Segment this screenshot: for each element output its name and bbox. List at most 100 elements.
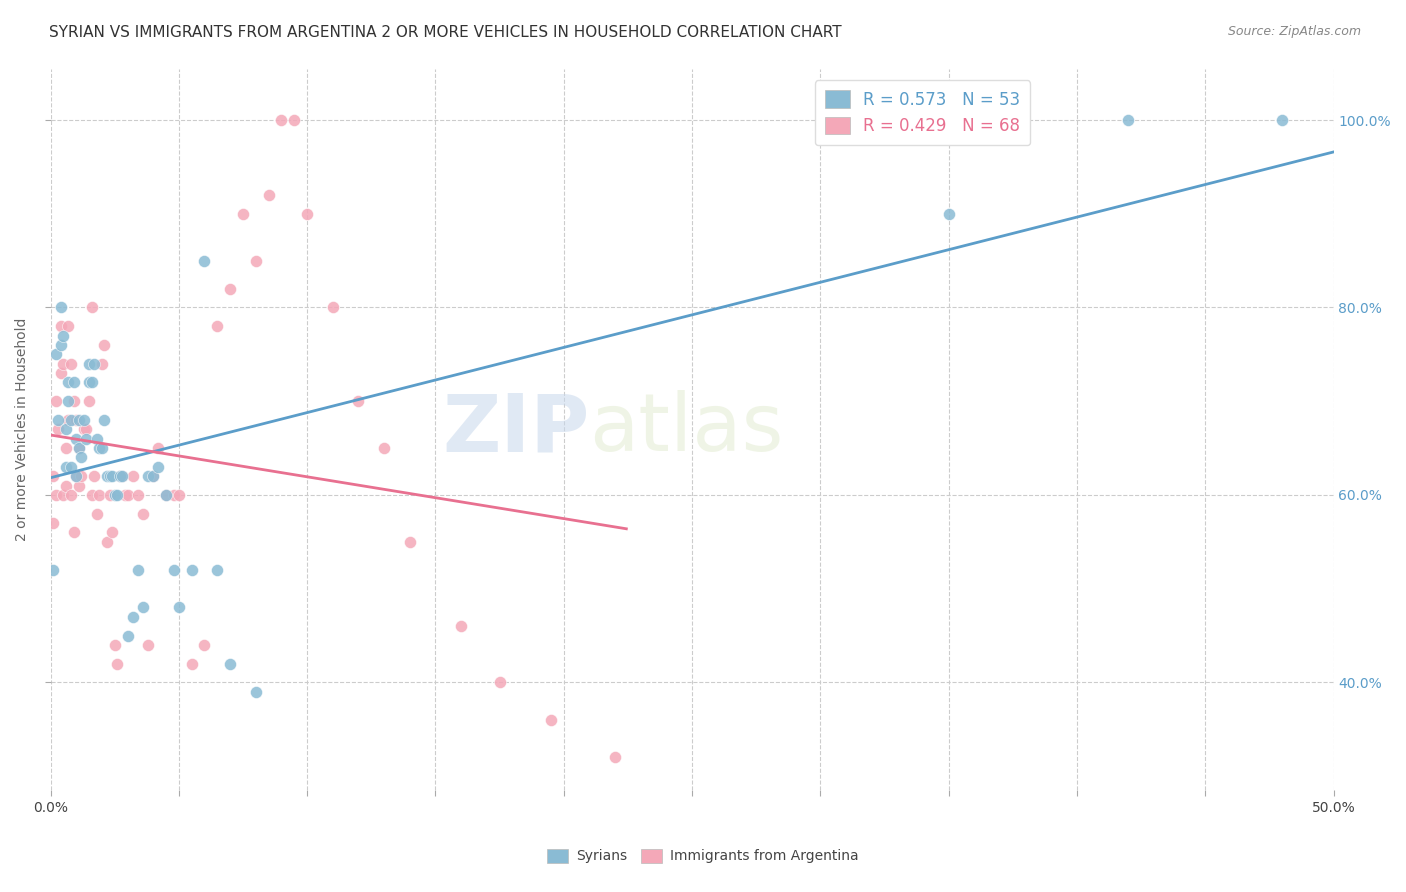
Point	[52, 328, 75, 343]
Legend: Syrians, Immigrants from Argentina: Syrians, Immigrants from Argentina	[541, 843, 865, 869]
Text: ZIP: ZIP	[441, 391, 589, 468]
Point	[62, 394, 84, 409]
Point	[295, 207, 318, 221]
Point	[93, 413, 115, 427]
Point	[257, 188, 280, 202]
Point	[347, 394, 370, 409]
Point	[90, 441, 112, 455]
Point	[105, 488, 128, 502]
Point	[60, 357, 83, 371]
Point	[49, 301, 72, 315]
Point	[270, 113, 292, 128]
Point	[373, 441, 395, 455]
Point	[49, 319, 72, 334]
Point	[67, 441, 90, 455]
Point	[132, 600, 155, 615]
Point	[603, 750, 626, 764]
Point	[80, 376, 103, 390]
Point	[193, 253, 215, 268]
Point	[108, 469, 131, 483]
Point	[111, 469, 134, 483]
Point	[83, 469, 105, 483]
Point	[52, 357, 75, 371]
Point	[96, 469, 118, 483]
Point	[117, 628, 139, 642]
Point	[104, 488, 127, 502]
Point	[219, 282, 242, 296]
Point	[70, 450, 93, 465]
Point	[86, 507, 108, 521]
Point	[60, 459, 83, 474]
Text: Source: ZipAtlas.com: Source: ZipAtlas.com	[1227, 25, 1361, 38]
Point	[52, 488, 75, 502]
Point	[93, 338, 115, 352]
Point	[55, 459, 77, 474]
Point	[89, 441, 111, 455]
Point	[73, 422, 96, 436]
Point	[142, 469, 165, 483]
Point	[89, 488, 111, 502]
Point	[193, 638, 215, 652]
Point	[1271, 113, 1294, 128]
Point	[232, 207, 254, 221]
Point	[65, 413, 87, 427]
Point	[938, 207, 960, 221]
Point	[67, 413, 90, 427]
Point	[45, 347, 67, 361]
Point	[155, 488, 177, 502]
Point	[77, 394, 100, 409]
Point	[75, 432, 97, 446]
Point	[67, 478, 90, 492]
Point	[219, 657, 242, 671]
Point	[132, 507, 155, 521]
Point	[73, 413, 96, 427]
Point	[488, 675, 510, 690]
Point	[117, 488, 139, 502]
Point	[105, 657, 128, 671]
Text: SYRIAN VS IMMIGRANTS FROM ARGENTINA 2 OR MORE VEHICLES IN HOUSEHOLD CORRELATION : SYRIAN VS IMMIGRANTS FROM ARGENTINA 2 OR…	[49, 25, 842, 40]
Point	[104, 638, 127, 652]
Point	[65, 469, 87, 483]
Point	[49, 338, 72, 352]
Point	[83, 357, 105, 371]
Point	[75, 422, 97, 436]
Point	[136, 638, 159, 652]
Point	[245, 684, 267, 698]
Point	[207, 563, 229, 577]
Point	[42, 516, 65, 530]
Point	[167, 600, 190, 615]
Point	[46, 422, 69, 436]
Point	[127, 563, 149, 577]
Point	[142, 469, 165, 483]
Point	[45, 488, 67, 502]
Y-axis label: 2 or more Vehicles in Household: 2 or more Vehicles in Household	[15, 318, 30, 541]
Point	[155, 488, 177, 502]
Point	[180, 657, 202, 671]
Point	[65, 469, 87, 483]
Point	[67, 441, 90, 455]
Point	[136, 469, 159, 483]
Point	[42, 469, 65, 483]
Point	[58, 413, 80, 427]
Point	[49, 366, 72, 380]
Point	[148, 459, 170, 474]
Point	[62, 525, 84, 540]
Point	[58, 376, 80, 390]
Point	[148, 441, 170, 455]
Point	[46, 413, 69, 427]
Point	[114, 488, 136, 502]
Point	[90, 357, 112, 371]
Point	[163, 563, 186, 577]
Point	[77, 357, 100, 371]
Point	[121, 609, 143, 624]
Text: atlas: atlas	[589, 391, 783, 468]
Point	[80, 301, 103, 315]
Point	[42, 563, 65, 577]
Point	[167, 488, 190, 502]
Point	[96, 534, 118, 549]
Point	[55, 478, 77, 492]
Point	[1116, 113, 1139, 128]
Point	[207, 319, 229, 334]
Point	[77, 376, 100, 390]
Point	[283, 113, 305, 128]
